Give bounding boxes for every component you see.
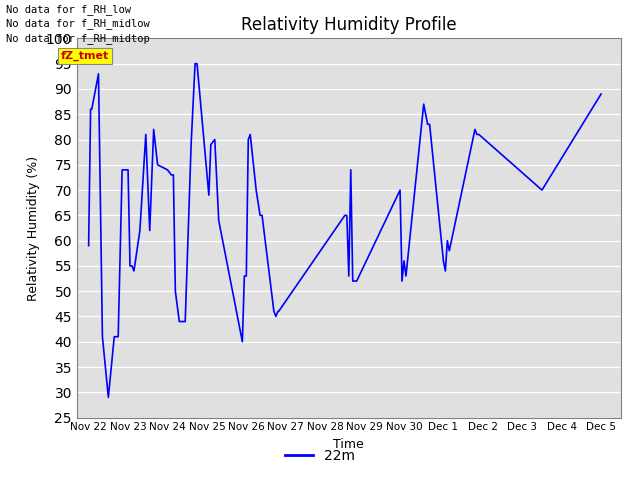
Text: No data for f_RH_midtop: No data for f_RH_midtop bbox=[6, 33, 150, 44]
Text: No data for f_RH_midlow: No data for f_RH_midlow bbox=[6, 18, 150, 29]
Text: fZ_tmet: fZ_tmet bbox=[61, 50, 109, 61]
X-axis label: Time: Time bbox=[333, 438, 364, 451]
Legend: 22m: 22m bbox=[280, 443, 360, 468]
Text: No data for f_RH_low: No data for f_RH_low bbox=[6, 4, 131, 15]
Title: Relativity Humidity Profile: Relativity Humidity Profile bbox=[241, 16, 456, 34]
Y-axis label: Relativity Humidity (%): Relativity Humidity (%) bbox=[27, 156, 40, 300]
